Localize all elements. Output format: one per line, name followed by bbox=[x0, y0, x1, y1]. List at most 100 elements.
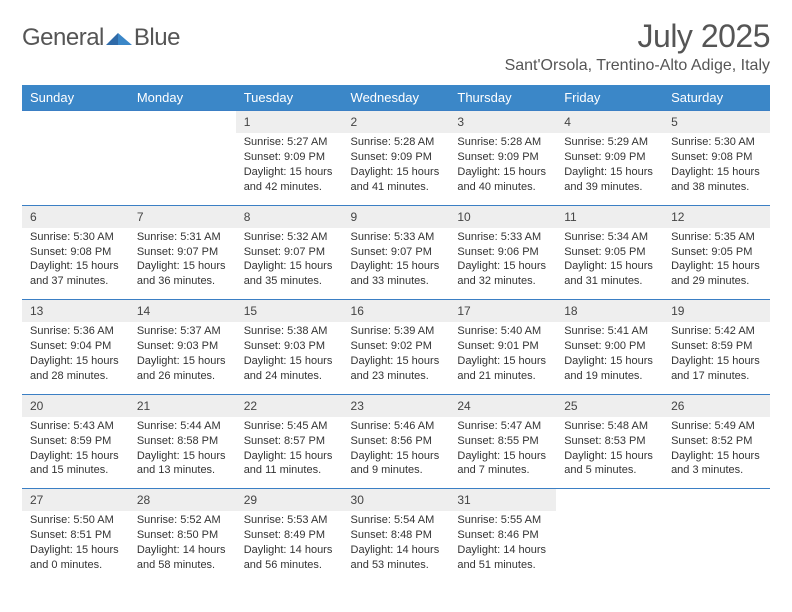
sunset-text: Sunset: 9:07 PM bbox=[244, 245, 335, 260]
sunrise-text: Sunrise: 5:38 AM bbox=[244, 324, 335, 339]
daylight-text: Daylight: 15 hours bbox=[137, 354, 228, 369]
day-number: 27 bbox=[30, 493, 43, 507]
daylight-text: and 29 minutes. bbox=[671, 274, 762, 289]
day-info-cell: Sunrise: 5:45 AMSunset: 8:57 PMDaylight:… bbox=[236, 417, 343, 489]
day-number-cell: 26 bbox=[663, 394, 770, 417]
day-number: 23 bbox=[351, 399, 364, 413]
daylight-text: Daylight: 15 hours bbox=[351, 449, 442, 464]
day-info-cell: Sunrise: 5:33 AMSunset: 9:06 PMDaylight:… bbox=[449, 228, 556, 300]
sunrise-text: Sunrise: 5:49 AM bbox=[671, 419, 762, 434]
sunset-text: Sunset: 8:51 PM bbox=[30, 528, 121, 543]
daylight-text: and 32 minutes. bbox=[457, 274, 548, 289]
day-info-cell: Sunrise: 5:38 AMSunset: 9:03 PMDaylight:… bbox=[236, 322, 343, 394]
daylight-text: and 39 minutes. bbox=[564, 180, 655, 195]
day-number: 6 bbox=[30, 210, 37, 224]
day-number-cell bbox=[22, 111, 129, 134]
sunset-text: Sunset: 8:46 PM bbox=[457, 528, 548, 543]
day-number-cell: 9 bbox=[343, 205, 450, 228]
day-info-cell bbox=[22, 133, 129, 205]
day-info-cell bbox=[129, 133, 236, 205]
sunrise-text: Sunrise: 5:47 AM bbox=[457, 419, 548, 434]
daylight-text: and 24 minutes. bbox=[244, 369, 335, 384]
day-header: Sunday bbox=[22, 85, 129, 111]
day-header: Monday bbox=[129, 85, 236, 111]
sunrise-text: Sunrise: 5:31 AM bbox=[137, 230, 228, 245]
sunset-text: Sunset: 8:55 PM bbox=[457, 434, 548, 449]
sunrise-text: Sunrise: 5:28 AM bbox=[351, 135, 442, 150]
day-number: 24 bbox=[457, 399, 470, 413]
daylight-text: Daylight: 14 hours bbox=[137, 543, 228, 558]
daylight-text: Daylight: 15 hours bbox=[30, 543, 121, 558]
day-number: 20 bbox=[30, 399, 43, 413]
daylight-text: and 28 minutes. bbox=[30, 369, 121, 384]
day-number: 30 bbox=[351, 493, 364, 507]
sunrise-text: Sunrise: 5:39 AM bbox=[351, 324, 442, 339]
day-number-cell: 31 bbox=[449, 489, 556, 512]
day-number: 4 bbox=[564, 115, 571, 129]
sunrise-text: Sunrise: 5:40 AM bbox=[457, 324, 548, 339]
day-info-cell: Sunrise: 5:39 AMSunset: 9:02 PMDaylight:… bbox=[343, 322, 450, 394]
day-info-cell: Sunrise: 5:52 AMSunset: 8:50 PMDaylight:… bbox=[129, 511, 236, 582]
sunrise-text: Sunrise: 5:37 AM bbox=[137, 324, 228, 339]
sunset-text: Sunset: 9:08 PM bbox=[671, 150, 762, 165]
day-number: 9 bbox=[351, 210, 358, 224]
day-number: 7 bbox=[137, 210, 144, 224]
day-info-cell bbox=[556, 511, 663, 582]
day-number-cell bbox=[129, 111, 236, 134]
sunrise-text: Sunrise: 5:42 AM bbox=[671, 324, 762, 339]
daylight-text: and 53 minutes. bbox=[351, 558, 442, 573]
day-number: 16 bbox=[351, 304, 364, 318]
daylight-text: Daylight: 15 hours bbox=[564, 165, 655, 180]
sunset-text: Sunset: 9:09 PM bbox=[457, 150, 548, 165]
day-info-cell: Sunrise: 5:40 AMSunset: 9:01 PMDaylight:… bbox=[449, 322, 556, 394]
day-header-row: Sunday Monday Tuesday Wednesday Thursday… bbox=[22, 85, 770, 111]
sunset-text: Sunset: 9:01 PM bbox=[457, 339, 548, 354]
daylight-text: Daylight: 15 hours bbox=[351, 165, 442, 180]
daylight-text: Daylight: 15 hours bbox=[457, 165, 548, 180]
sunrise-text: Sunrise: 5:43 AM bbox=[30, 419, 121, 434]
daylight-text: and 0 minutes. bbox=[30, 558, 121, 573]
sunrise-text: Sunrise: 5:41 AM bbox=[564, 324, 655, 339]
day-number: 18 bbox=[564, 304, 577, 318]
sunrise-text: Sunrise: 5:54 AM bbox=[351, 513, 442, 528]
sunrise-text: Sunrise: 5:29 AM bbox=[564, 135, 655, 150]
sunset-text: Sunset: 9:00 PM bbox=[564, 339, 655, 354]
calendar-body: 12345Sunrise: 5:27 AMSunset: 9:09 PMDayl… bbox=[22, 111, 770, 583]
sunset-text: Sunset: 9:03 PM bbox=[244, 339, 335, 354]
daylight-text: Daylight: 15 hours bbox=[564, 449, 655, 464]
daylight-text: and 21 minutes. bbox=[457, 369, 548, 384]
day-number-cell: 12 bbox=[663, 205, 770, 228]
sunrise-text: Sunrise: 5:28 AM bbox=[457, 135, 548, 150]
day-number-cell: 7 bbox=[129, 205, 236, 228]
daylight-text: and 35 minutes. bbox=[244, 274, 335, 289]
week-info-row: Sunrise: 5:43 AMSunset: 8:59 PMDaylight:… bbox=[22, 417, 770, 489]
day-number-cell: 11 bbox=[556, 205, 663, 228]
day-number-cell: 16 bbox=[343, 300, 450, 323]
brand-word2: Blue bbox=[134, 24, 180, 52]
day-number: 28 bbox=[137, 493, 150, 507]
brand-word1: General bbox=[22, 24, 104, 52]
sunset-text: Sunset: 8:53 PM bbox=[564, 434, 655, 449]
day-number-cell: 2 bbox=[343, 111, 450, 134]
day-info-cell: Sunrise: 5:29 AMSunset: 9:09 PMDaylight:… bbox=[556, 133, 663, 205]
week-number-row: 2728293031 bbox=[22, 489, 770, 512]
sunset-text: Sunset: 9:05 PM bbox=[564, 245, 655, 260]
sunset-text: Sunset: 9:08 PM bbox=[30, 245, 121, 260]
day-header: Thursday bbox=[449, 85, 556, 111]
daylight-text: and 51 minutes. bbox=[457, 558, 548, 573]
day-number-cell: 22 bbox=[236, 394, 343, 417]
daylight-text: Daylight: 15 hours bbox=[137, 449, 228, 464]
day-info-cell: Sunrise: 5:30 AMSunset: 9:08 PMDaylight:… bbox=[22, 228, 129, 300]
sunset-text: Sunset: 8:58 PM bbox=[137, 434, 228, 449]
day-number-cell: 20 bbox=[22, 394, 129, 417]
day-info-cell: Sunrise: 5:31 AMSunset: 9:07 PMDaylight:… bbox=[129, 228, 236, 300]
location-text: Sant'Orsola, Trentino-Alto Adige, Italy bbox=[505, 57, 770, 75]
sunrise-text: Sunrise: 5:46 AM bbox=[351, 419, 442, 434]
day-info-cell: Sunrise: 5:48 AMSunset: 8:53 PMDaylight:… bbox=[556, 417, 663, 489]
week-info-row: Sunrise: 5:30 AMSunset: 9:08 PMDaylight:… bbox=[22, 228, 770, 300]
day-number: 17 bbox=[457, 304, 470, 318]
daylight-text: and 37 minutes. bbox=[30, 274, 121, 289]
day-number-cell: 18 bbox=[556, 300, 663, 323]
daylight-text: and 17 minutes. bbox=[671, 369, 762, 384]
day-info-cell: Sunrise: 5:37 AMSunset: 9:03 PMDaylight:… bbox=[129, 322, 236, 394]
